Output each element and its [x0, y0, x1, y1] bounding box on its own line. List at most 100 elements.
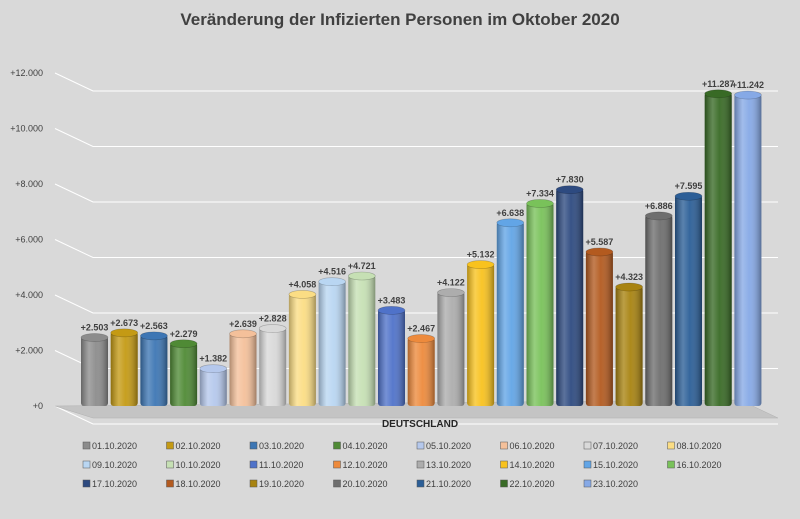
data-label: +11.287	[702, 79, 734, 89]
legend-swatch	[333, 460, 341, 469]
y-tick-label: +8.000	[15, 179, 43, 189]
legend-label: 15.10.2020	[593, 460, 638, 470]
y-tick-label: +6.000	[15, 235, 43, 245]
data-label: +6.638	[496, 208, 524, 218]
legend-swatch	[166, 479, 174, 488]
gridline	[54, 128, 778, 147]
legend-swatch	[82, 479, 91, 488]
legend-label: 19.10.2020	[259, 479, 304, 489]
gridline	[54, 405, 778, 425]
legend-label: 22.10.2020	[510, 479, 555, 489]
bar-16.10.2020	[526, 199, 554, 406]
legend-item: 22.10.2020	[500, 479, 555, 489]
bar-cap	[229, 329, 257, 339]
bar-shading	[140, 334, 168, 406]
legend-swatch	[249, 460, 258, 469]
data-label: +7.595	[675, 181, 703, 191]
legend-label: 03.10.2020	[259, 441, 304, 451]
bar-shading	[229, 332, 257, 406]
bar-cap	[466, 260, 495, 269]
bar-10.10.2020	[347, 271, 376, 406]
bar-cap	[615, 282, 643, 292]
data-label: +2.639	[229, 319, 257, 329]
bar-shading	[526, 202, 554, 406]
bar-shading	[704, 92, 732, 406]
legend-item: 02.10.2020	[166, 441, 221, 451]
bar-shading	[81, 336, 108, 406]
bar-19.10.2020	[615, 282, 643, 406]
bar-cap	[674, 191, 703, 201]
bar-shading	[199, 367, 227, 406]
legend-swatch	[667, 460, 675, 469]
data-label: +4.721	[348, 261, 376, 271]
bar-17.10.2020	[555, 185, 584, 406]
bar-01.10.2020	[80, 333, 109, 406]
legend-item: 09.10.2020	[82, 460, 137, 470]
legend-item: 04.10.2020	[333, 441, 388, 451]
bar-cap	[288, 290, 317, 299]
legend-label: 08.10.2020	[677, 441, 722, 451]
bar-shading	[259, 327, 287, 406]
legend-label: 02.10.2020	[176, 441, 221, 451]
legend-label: 11.10.2020	[259, 460, 303, 470]
bar-15.10.2020	[496, 218, 525, 406]
bar-23.10.2020	[734, 90, 762, 407]
legend-item: 08.10.2020	[667, 441, 722, 451]
bar-cap	[169, 339, 198, 349]
bar-series	[80, 89, 762, 407]
legend-swatch	[249, 479, 258, 488]
bar-shading	[170, 342, 198, 406]
bar-shading	[734, 94, 762, 407]
bar-shading	[675, 195, 702, 406]
legend-item: 03.10.2020	[249, 441, 304, 451]
bar-cap	[437, 288, 465, 297]
legend-label: 18.10.2020	[176, 479, 221, 489]
bar-shading	[318, 280, 346, 406]
bar-05.10.2020	[199, 364, 228, 406]
bar-cap	[140, 331, 168, 341]
bar-22.10.2020	[704, 89, 733, 406]
legend-swatch	[583, 479, 592, 488]
bar-04.10.2020	[169, 339, 198, 406]
bar-cap	[585, 247, 614, 257]
legend-item: 11.10.2020	[249, 460, 303, 470]
bar-21.10.2020	[674, 191, 703, 406]
bar-cap	[555, 185, 584, 195]
bar-cap	[377, 306, 406, 315]
data-label: +2.828	[259, 314, 287, 324]
legend-swatch	[416, 479, 425, 488]
bar-13.10.2020	[437, 288, 465, 406]
y-axis: +0 +2.000 +4.000 +6.000 +8.000 +10.000 +12.000	[10, 68, 43, 411]
legend-swatch	[333, 441, 341, 450]
legend-label: 01.10.2020	[92, 441, 137, 451]
legend-label: 14.10.2020	[510, 460, 555, 470]
legend-label: 04.10.2020	[343, 441, 388, 451]
legend-label: 20.10.2020	[343, 479, 388, 489]
legend-label: 07.10.2020	[593, 441, 638, 451]
chart-title: Veränderung der Infizierten Personen im …	[180, 10, 619, 29]
data-label: +5.132	[467, 250, 495, 260]
bar-cap	[704, 89, 733, 99]
bar-03.10.2020	[140, 331, 168, 406]
bar-cap	[258, 324, 287, 333]
bar-cap	[199, 364, 228, 373]
legend-label: 12.10.2020	[343, 460, 388, 470]
legend-item: 05.10.2020	[416, 441, 471, 451]
data-label: +2.279	[170, 329, 198, 339]
bar-cap	[644, 211, 673, 221]
legend-swatch	[333, 479, 341, 488]
legend-item: 17.10.2020	[82, 479, 137, 489]
data-label: +2.503	[81, 323, 109, 333]
bar-18.10.2020	[585, 247, 614, 406]
bar-20.10.2020	[644, 211, 673, 406]
bar-shading	[288, 293, 316, 406]
legend-label: 16.10.2020	[677, 460, 722, 470]
legend-label: 21.10.2020	[426, 479, 471, 489]
legend-swatch	[82, 441, 91, 450]
legend-label: 05.10.2020	[426, 441, 471, 451]
legend-item: 19.10.2020	[249, 479, 304, 489]
legend-swatch	[82, 460, 91, 469]
legend-swatch	[500, 460, 508, 469]
legend-swatch	[416, 460, 425, 469]
